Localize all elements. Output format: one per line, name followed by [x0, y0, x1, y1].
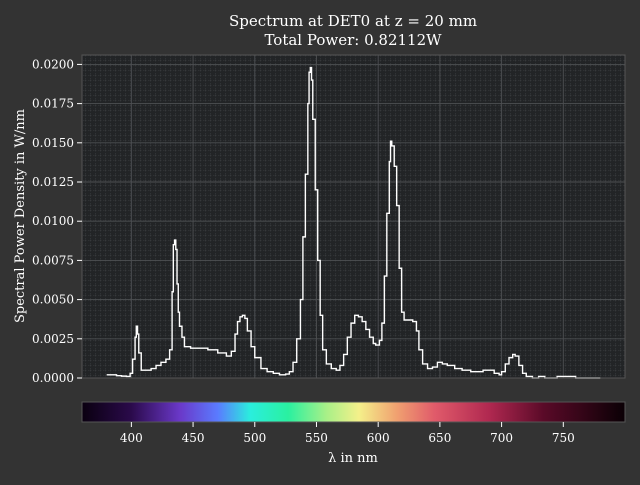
x-tick-label: 700 — [490, 431, 513, 445]
spectrum-line — [106, 66, 601, 379]
plot-frame — [81, 54, 626, 379]
x-tick-label: 650 — [428, 431, 451, 445]
y-axis-ticks: 0.0000 0.0025 0.0050 0.0075 0.0100 0.0125 0.01… — [32, 57, 82, 385]
chart-subtitle: Total Power: 0.82112W — [264, 31, 442, 49]
y-tick-label: 0.0000 — [32, 371, 74, 385]
major-grid — [82, 55, 625, 379]
y-axis-label: Spectral Power Density in W/nm — [13, 109, 28, 323]
wavelength-colorbar — [81, 401, 626, 423]
x-tick-label: 600 — [367, 431, 390, 445]
y-tick-label: 0.0025 — [32, 332, 74, 346]
x-axis-ticks: 400 450 500 550 600 650 700 750 — [120, 422, 575, 445]
y-tick-label: 0.0100 — [32, 214, 74, 228]
x-tick-label: 750 — [552, 431, 575, 445]
chart-title: Spectrum at DET0 at z = 20 mm — [229, 12, 477, 30]
y-tick-label: 0.0050 — [32, 293, 74, 307]
x-tick-label: 400 — [120, 431, 143, 445]
x-tick-label: 550 — [305, 431, 328, 445]
y-tick-label: 0.0150 — [32, 136, 74, 150]
y-tick-label: 0.0125 — [32, 175, 74, 189]
y-tick-label: 0.0075 — [32, 253, 74, 267]
x-tick-label: 450 — [182, 431, 205, 445]
y-tick-label: 0.0175 — [32, 97, 74, 111]
x-tick-label: 500 — [243, 431, 266, 445]
x-axis-label: λ in nm — [328, 451, 378, 466]
y-tick-label: 0.0200 — [32, 57, 74, 71]
